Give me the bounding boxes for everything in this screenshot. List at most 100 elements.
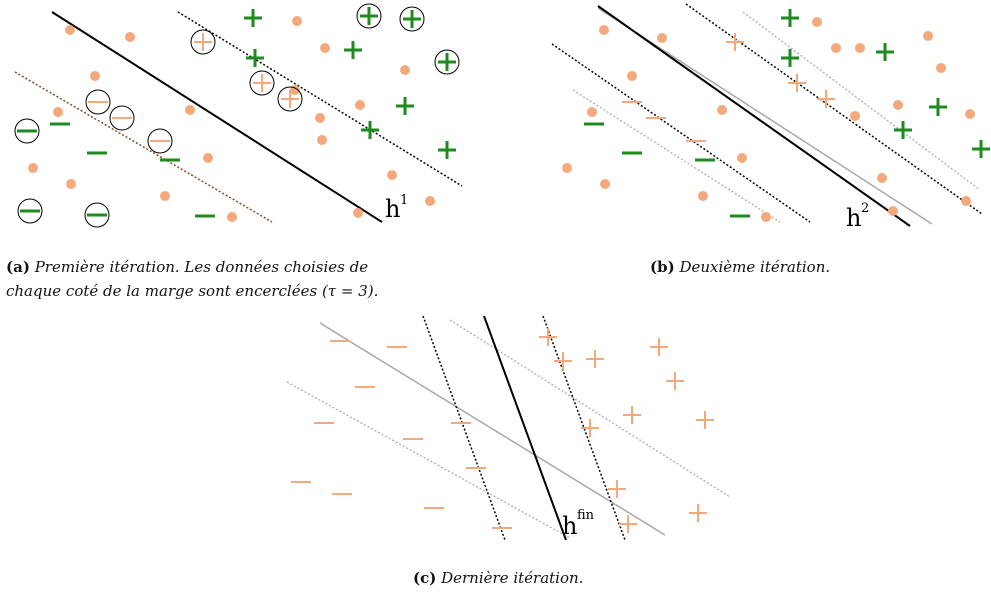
positive-label bbox=[438, 141, 456, 159]
unlabeled-point bbox=[185, 105, 195, 115]
unlabeled-point bbox=[317, 135, 327, 145]
hyperplane-label-b: h bbox=[846, 204, 861, 232]
unlabeled-point bbox=[292, 16, 302, 26]
unlabeled-point bbox=[320, 43, 330, 53]
selection-circle bbox=[249, 70, 275, 96]
unlabeled-point bbox=[28, 163, 38, 173]
hyperplane-sup-c: fin bbox=[577, 508, 595, 523]
final-positive-label bbox=[581, 419, 599, 437]
old-margin-negative bbox=[572, 89, 781, 223]
selection-circle bbox=[17, 198, 43, 224]
unlabeled-point bbox=[600, 179, 610, 189]
unlabeled-point bbox=[353, 208, 363, 218]
unlabeled-point bbox=[761, 212, 771, 222]
hyperplane-label-a: h bbox=[385, 195, 400, 223]
selection-circle bbox=[147, 128, 173, 154]
selection-circle bbox=[356, 3, 382, 29]
final-positive-label bbox=[689, 504, 707, 522]
positive-label bbox=[396, 97, 414, 115]
unlabeled-point bbox=[737, 153, 747, 163]
caption-c-tag: (c) bbox=[413, 569, 437, 587]
panel-b-plot bbox=[551, 3, 990, 227]
selected-unlabeled-positive bbox=[194, 33, 212, 51]
selection-circle bbox=[109, 105, 135, 131]
relabeled-positive bbox=[726, 33, 744, 51]
unlabeled-point bbox=[855, 43, 865, 53]
unlabeled-point bbox=[125, 32, 135, 42]
panel-a-plot bbox=[14, 3, 463, 228]
positive-label-selected bbox=[438, 53, 456, 71]
caption-a-tag: (a) bbox=[6, 258, 30, 276]
unlabeled-point bbox=[227, 212, 237, 222]
caption-b-tag: (b) bbox=[650, 258, 675, 276]
selection-circle bbox=[190, 29, 216, 55]
selected-unlabeled-positive bbox=[281, 90, 299, 108]
unlabeled-point bbox=[599, 25, 609, 35]
selected-unlabeled-positive bbox=[253, 74, 271, 92]
unlabeled-point bbox=[90, 71, 100, 81]
unlabeled-point bbox=[355, 100, 365, 110]
caption-a-text-2: chaque coté de la marge sont encerclées … bbox=[6, 282, 379, 300]
hyperplane-label-c: h bbox=[562, 512, 577, 540]
final-positive-label bbox=[539, 328, 557, 346]
unlabeled-point bbox=[877, 173, 887, 183]
unlabeled-point bbox=[425, 196, 435, 206]
old-margin-positive bbox=[742, 11, 981, 191]
unlabeled-point bbox=[65, 25, 75, 35]
positive-label bbox=[876, 43, 894, 61]
unlabeled-point bbox=[66, 179, 76, 189]
margin-line-negative bbox=[14, 71, 273, 223]
positive-label bbox=[244, 9, 262, 27]
selection-circle bbox=[434, 49, 460, 75]
unlabeled-point bbox=[587, 107, 597, 117]
positive-label bbox=[929, 98, 947, 116]
caption-b-text: Deuxième itération. bbox=[679, 258, 831, 276]
final-positive-label bbox=[608, 480, 626, 498]
selection-circle bbox=[14, 118, 40, 144]
old-hyperplane bbox=[597, 7, 933, 225]
positive-label bbox=[361, 121, 379, 139]
final-positive-label bbox=[554, 352, 572, 370]
selection-circle bbox=[399, 6, 425, 32]
unlabeled-point bbox=[387, 170, 397, 180]
hyperplane-h2 bbox=[597, 5, 911, 227]
positive-label bbox=[972, 140, 990, 158]
unlabeled-point bbox=[53, 107, 63, 117]
positive-label bbox=[781, 49, 799, 67]
positive-label-selected bbox=[403, 10, 421, 28]
caption-a-text: Première itération. Les données choisies… bbox=[34, 258, 369, 276]
unlabeled-point bbox=[627, 71, 637, 81]
unlabeled-point bbox=[717, 105, 727, 115]
hyperplane-hfin bbox=[483, 315, 567, 541]
unlabeled-point bbox=[923, 31, 933, 41]
unlabeled-point bbox=[888, 206, 898, 216]
old-margin-negative bbox=[286, 381, 571, 539]
unlabeled-point bbox=[850, 111, 860, 121]
unlabeled-point bbox=[400, 65, 410, 75]
final-positive-label bbox=[623, 406, 641, 424]
caption-c-text: Dernière itération. bbox=[441, 569, 584, 587]
caption-b: (b) Deuxième itération. bbox=[650, 255, 830, 279]
relabeled-positive bbox=[817, 90, 835, 108]
positive-label bbox=[246, 49, 264, 67]
hyperplane-sup-b: 2 bbox=[861, 201, 869, 216]
margin-line-negative bbox=[551, 43, 811, 223]
unlabeled-point bbox=[203, 153, 213, 163]
unlabeled-point bbox=[657, 33, 667, 43]
hyperplane-h1 bbox=[51, 11, 383, 223]
unlabeled-point bbox=[160, 191, 170, 201]
margin-line-negative bbox=[422, 315, 506, 541]
unlabeled-point bbox=[812, 17, 822, 27]
unlabeled-point bbox=[965, 109, 975, 119]
unlabeled-point bbox=[936, 63, 946, 73]
old-hyperplane bbox=[319, 322, 666, 536]
final-positive-label bbox=[650, 338, 668, 356]
final-positive-label bbox=[586, 350, 604, 368]
selection-circle bbox=[277, 86, 303, 112]
selection-circle bbox=[85, 89, 111, 115]
old-margin-positive bbox=[449, 319, 731, 498]
relabeled-positive bbox=[788, 74, 806, 92]
hyperplane-sup-a: 1 bbox=[400, 193, 408, 208]
unlabeled-point bbox=[893, 100, 903, 110]
